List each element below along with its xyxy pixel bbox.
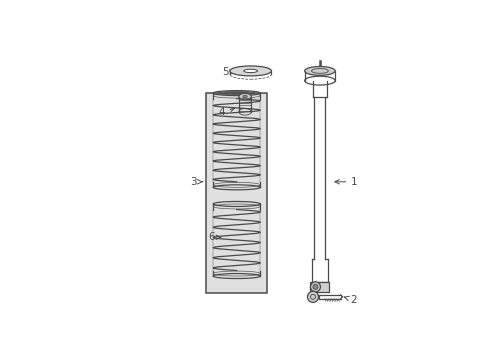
Ellipse shape <box>233 93 240 94</box>
Ellipse shape <box>229 66 271 76</box>
Circle shape <box>307 291 318 302</box>
Text: 1: 1 <box>334 177 357 187</box>
Ellipse shape <box>243 95 247 98</box>
Text: 4: 4 <box>218 108 234 117</box>
Ellipse shape <box>243 69 257 73</box>
Bar <box>310 282 328 292</box>
Circle shape <box>310 282 320 292</box>
Ellipse shape <box>304 67 334 75</box>
Text: 3: 3 <box>190 177 202 187</box>
Bar <box>206 93 267 293</box>
Text: 5: 5 <box>222 67 234 77</box>
Text: 2: 2 <box>344 294 356 305</box>
Ellipse shape <box>238 93 251 100</box>
Circle shape <box>312 284 317 289</box>
Text: 6: 6 <box>207 232 220 242</box>
